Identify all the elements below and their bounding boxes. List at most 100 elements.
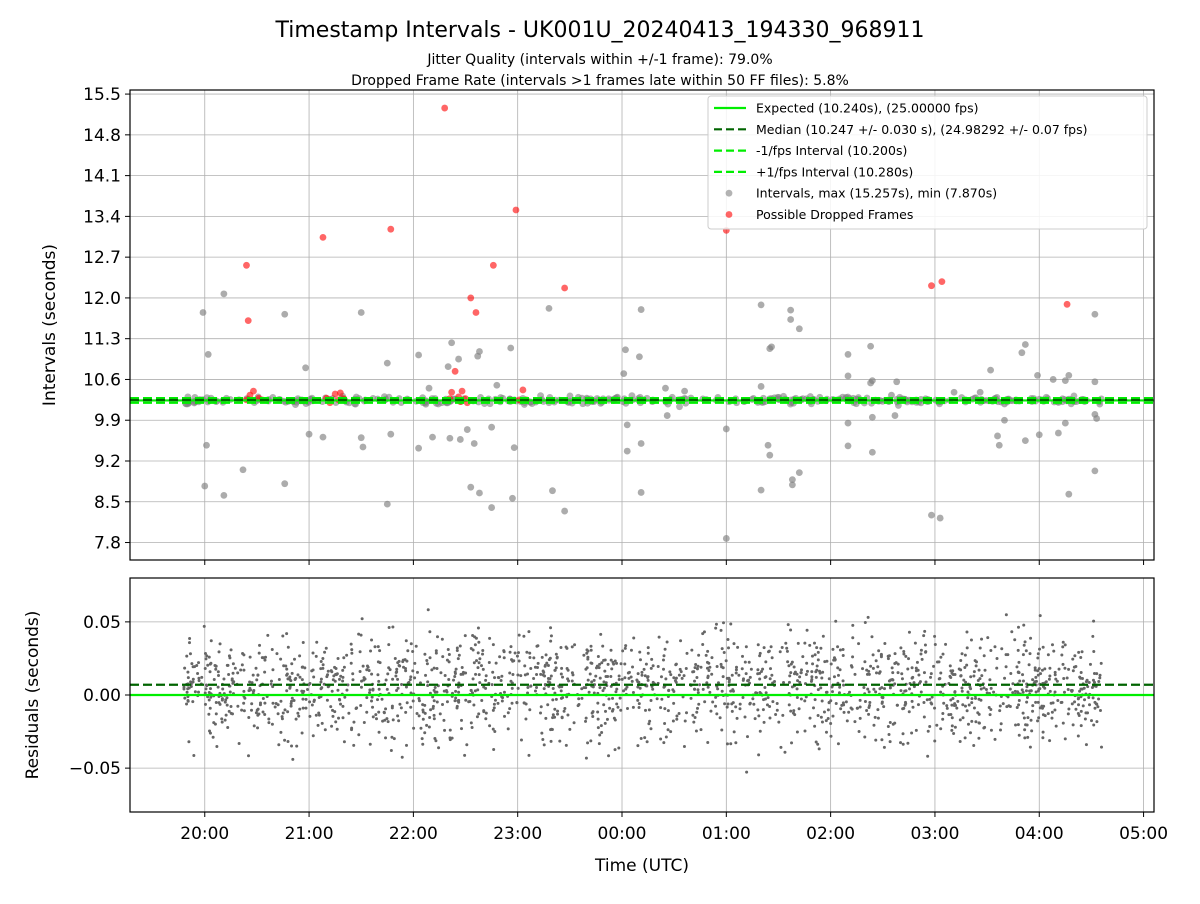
residual-point — [197, 679, 201, 683]
residual-point — [526, 691, 530, 695]
residual-point — [744, 645, 748, 649]
residual-point — [434, 649, 438, 653]
residual-point — [648, 719, 652, 723]
residual-point — [586, 678, 590, 682]
residual-point — [696, 691, 700, 695]
residual-point — [1050, 710, 1054, 714]
residual-point — [725, 705, 729, 709]
residual-point — [306, 687, 310, 691]
x-tick-label: 21:00 — [285, 824, 334, 844]
residual-point — [570, 679, 574, 683]
residual-point — [473, 643, 477, 647]
interval-point — [281, 310, 289, 318]
residual-point — [731, 688, 735, 692]
y-tick-label: 0.05 — [83, 613, 121, 633]
y-tick-label: 12.7 — [83, 248, 121, 268]
residual-point — [559, 689, 563, 693]
residual-point — [539, 705, 543, 709]
residual-point — [732, 730, 736, 734]
residual-point — [261, 710, 265, 714]
residual-point — [1048, 689, 1052, 693]
residual-point — [484, 717, 488, 721]
interval-point — [868, 377, 876, 385]
residual-point — [972, 706, 976, 710]
residual-point — [263, 701, 267, 705]
residual-point — [983, 668, 987, 672]
residual-point — [487, 660, 491, 664]
residual-point — [566, 668, 570, 672]
residual-point — [330, 689, 334, 693]
residual-point — [959, 658, 963, 662]
residual-point — [644, 662, 648, 666]
interval-point — [305, 430, 313, 438]
residual-point — [374, 713, 378, 717]
residual-point — [799, 671, 803, 675]
residual-point — [893, 721, 897, 725]
residual-point — [239, 668, 243, 672]
residual-point — [406, 649, 410, 653]
residual-point — [191, 680, 195, 684]
residual-point — [620, 677, 624, 681]
residual-point — [922, 715, 926, 719]
residual-point — [646, 678, 650, 682]
residual-point — [577, 697, 581, 701]
residual-point — [319, 687, 323, 691]
x-tick-label: 04:00 — [1015, 824, 1064, 844]
residual-point — [888, 720, 892, 724]
residual-point — [207, 698, 211, 702]
residual-point — [891, 671, 895, 675]
residual-point — [277, 678, 281, 682]
residual-point — [609, 658, 613, 662]
residual-point — [833, 658, 837, 662]
residual-point — [1036, 656, 1040, 660]
residual-point — [632, 636, 636, 640]
residual-point — [207, 655, 211, 659]
residual-point — [615, 661, 619, 665]
residual-point — [470, 726, 474, 730]
residual-point — [387, 625, 391, 629]
residual-point — [1092, 672, 1096, 676]
residual-point — [186, 687, 190, 691]
residual-point — [619, 662, 623, 666]
residual-point — [301, 706, 305, 710]
residual-point — [421, 717, 425, 721]
residual-point — [834, 619, 838, 623]
residual-point — [490, 683, 494, 687]
residual-point — [402, 665, 406, 669]
residual-point — [349, 642, 353, 646]
residual-point — [1067, 707, 1071, 711]
residual-point — [1073, 654, 1077, 658]
residual-point — [256, 673, 260, 677]
residual-point — [288, 677, 292, 681]
residual-point — [1057, 667, 1061, 671]
residual-point — [758, 729, 762, 733]
residual-point — [560, 666, 564, 670]
residual-point — [594, 666, 598, 670]
residual-point — [336, 688, 340, 692]
interval-point — [357, 309, 365, 316]
residual-point — [841, 679, 845, 683]
residual-point — [880, 686, 884, 690]
residual-point — [798, 680, 802, 684]
residual-point — [993, 737, 997, 741]
residual-point — [598, 662, 602, 666]
residual-point — [298, 707, 302, 711]
residual-point — [819, 646, 823, 650]
residual-point — [679, 639, 683, 643]
residual-point — [405, 743, 409, 747]
residual-point — [1036, 652, 1040, 656]
residual-point — [696, 688, 700, 692]
residual-point — [365, 696, 369, 700]
residual-point — [398, 702, 402, 706]
residual-point — [582, 686, 586, 690]
residual-point — [820, 699, 824, 703]
interval-point — [1018, 349, 1026, 357]
residual-point — [813, 698, 817, 702]
residual-point — [200, 675, 204, 679]
residual-point — [317, 713, 321, 717]
residual-point — [394, 674, 398, 678]
residual-point — [745, 735, 749, 739]
residual-point — [339, 702, 343, 706]
residual-point — [695, 710, 699, 714]
residual-point — [351, 672, 355, 676]
